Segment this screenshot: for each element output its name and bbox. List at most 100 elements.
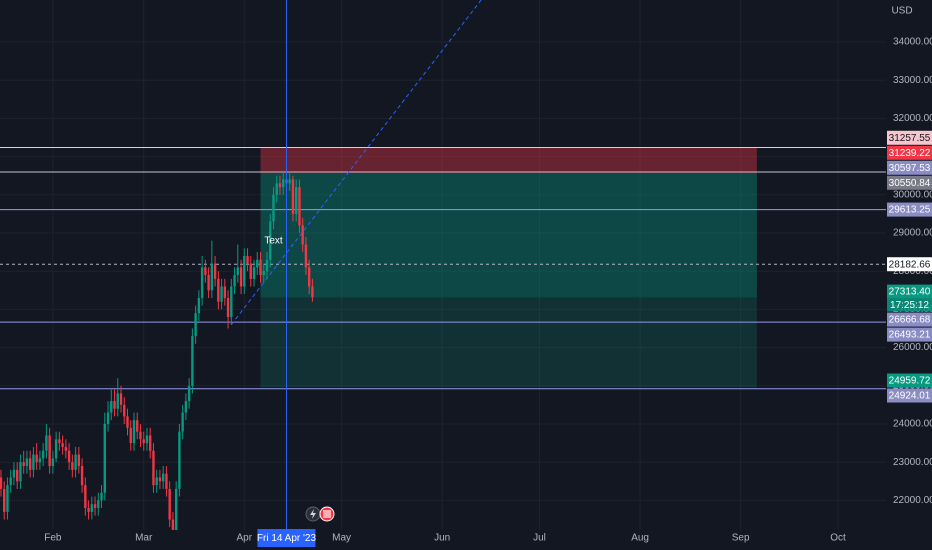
- candle-body: [152, 450, 155, 486]
- candle-body: [194, 313, 197, 337]
- candle-body: [126, 416, 129, 428]
- price-label: 31257.55: [889, 133, 931, 144]
- price-label: 29613.25: [889, 205, 931, 216]
- candle-body: [256, 259, 259, 268]
- countdown-label: 17:25:12: [890, 300, 929, 311]
- x-tick-label: Jun: [434, 533, 450, 544]
- candle-body: [191, 336, 194, 386]
- candle-body: [291, 179, 295, 214]
- candle-body: [97, 500, 100, 509]
- candle-body: [9, 477, 12, 486]
- candle-body: [181, 412, 184, 432]
- candle-body: [262, 271, 265, 276]
- candle-body: [145, 435, 149, 444]
- x-tick-label: Mar: [135, 533, 153, 544]
- candle-body: [294, 187, 298, 214]
- candle-body: [187, 385, 191, 402]
- candle-body: [123, 404, 126, 417]
- candle-body: [51, 458, 55, 467]
- x-tick-label: Feb: [44, 533, 62, 544]
- candle-body: [168, 488, 171, 520]
- candle-body: [259, 259, 262, 276]
- candle-body: [71, 462, 74, 470]
- y-tick-label: 22000.00: [893, 495, 932, 506]
- trend-line: [230, 0, 482, 325]
- candle-body: [230, 286, 233, 318]
- y-tick-label: 29000.00: [893, 228, 932, 239]
- candle-body: [64, 446, 68, 451]
- candle-body: [155, 477, 158, 486]
- candle-body: [67, 450, 71, 463]
- candle-body: [311, 286, 314, 298]
- x-tick-label: Sep: [732, 533, 750, 544]
- candle-body: [288, 179, 291, 184]
- candle-body: [3, 488, 6, 512]
- candle-body: [93, 504, 97, 509]
- candle-body: [272, 194, 275, 222]
- candle-body: [298, 187, 301, 226]
- candle-body: [41, 450, 45, 459]
- target-zone: [260, 297, 757, 388]
- x-tick-label: Jul: [533, 533, 546, 544]
- flag-glyph: [323, 510, 331, 518]
- candle-body: [223, 286, 227, 298]
- candle-body: [158, 477, 162, 482]
- y-tick-label: 34000.00: [893, 37, 932, 48]
- price-label: 31239.22: [889, 148, 931, 159]
- y-tick-label: 32000.00: [893, 113, 932, 124]
- lightning-glyph: [310, 509, 316, 519]
- candle-body: [200, 267, 204, 298]
- candle-body: [48, 435, 51, 467]
- candle-body: [278, 183, 282, 188]
- plot-area: Text: [0, 0, 886, 530]
- candle-body: [275, 183, 278, 195]
- candle-body: [210, 263, 214, 291]
- y-tick-label: 30000.00: [893, 189, 932, 200]
- price-label: 30550.84: [889, 178, 931, 189]
- y-tick-label: 33000.00: [893, 75, 932, 86]
- candle-body: [220, 286, 223, 302]
- candle-body: [84, 485, 87, 509]
- candle-body: [204, 267, 207, 276]
- candle-body: [249, 263, 252, 279]
- candle-body: [217, 278, 220, 302]
- price-label-box: [887, 312, 932, 327]
- candle-body: [113, 401, 116, 409]
- candle-body: [90, 504, 94, 512]
- crosshair-date-label: Fri 14 Apr '23: [257, 533, 317, 544]
- price-label-box: [887, 145, 932, 160]
- price-label: 24924.01: [889, 391, 931, 402]
- candle-body: [213, 263, 217, 279]
- candle-body: [54, 439, 58, 459]
- candle-body: [119, 393, 123, 405]
- candle-body: [74, 454, 77, 470]
- candle-body: [132, 420, 136, 444]
- x-tick-label: May: [332, 533, 351, 544]
- candle-body: [184, 401, 188, 413]
- candle-body: [58, 439, 61, 444]
- candle-body: [0, 477, 3, 489]
- candle-body: [165, 473, 168, 489]
- price-label: 26493.21: [889, 330, 931, 341]
- candle-body: [246, 255, 249, 264]
- candle-body: [136, 420, 139, 432]
- y-tick-label: 23000.00: [893, 457, 932, 468]
- price-label-box: [887, 284, 932, 299]
- candle-body: [265, 259, 269, 272]
- y-tick-label: 26000.00: [893, 342, 932, 353]
- profit-zone: [260, 173, 757, 298]
- event-icons[interactable]: [305, 506, 335, 522]
- candle-body: [307, 267, 311, 287]
- grid: [0, 0, 886, 530]
- currency-label: USD: [891, 6, 912, 17]
- crosshair-date-box: [257, 529, 316, 547]
- candle-body: [243, 255, 246, 287]
- price-label-box: [887, 327, 932, 342]
- candle-body: [142, 439, 145, 444]
- candle-body: [129, 427, 132, 444]
- candle-body: [207, 275, 210, 291]
- price-label-box: [887, 130, 932, 145]
- candle-body: [226, 297, 230, 318]
- candle-body: [233, 275, 236, 287]
